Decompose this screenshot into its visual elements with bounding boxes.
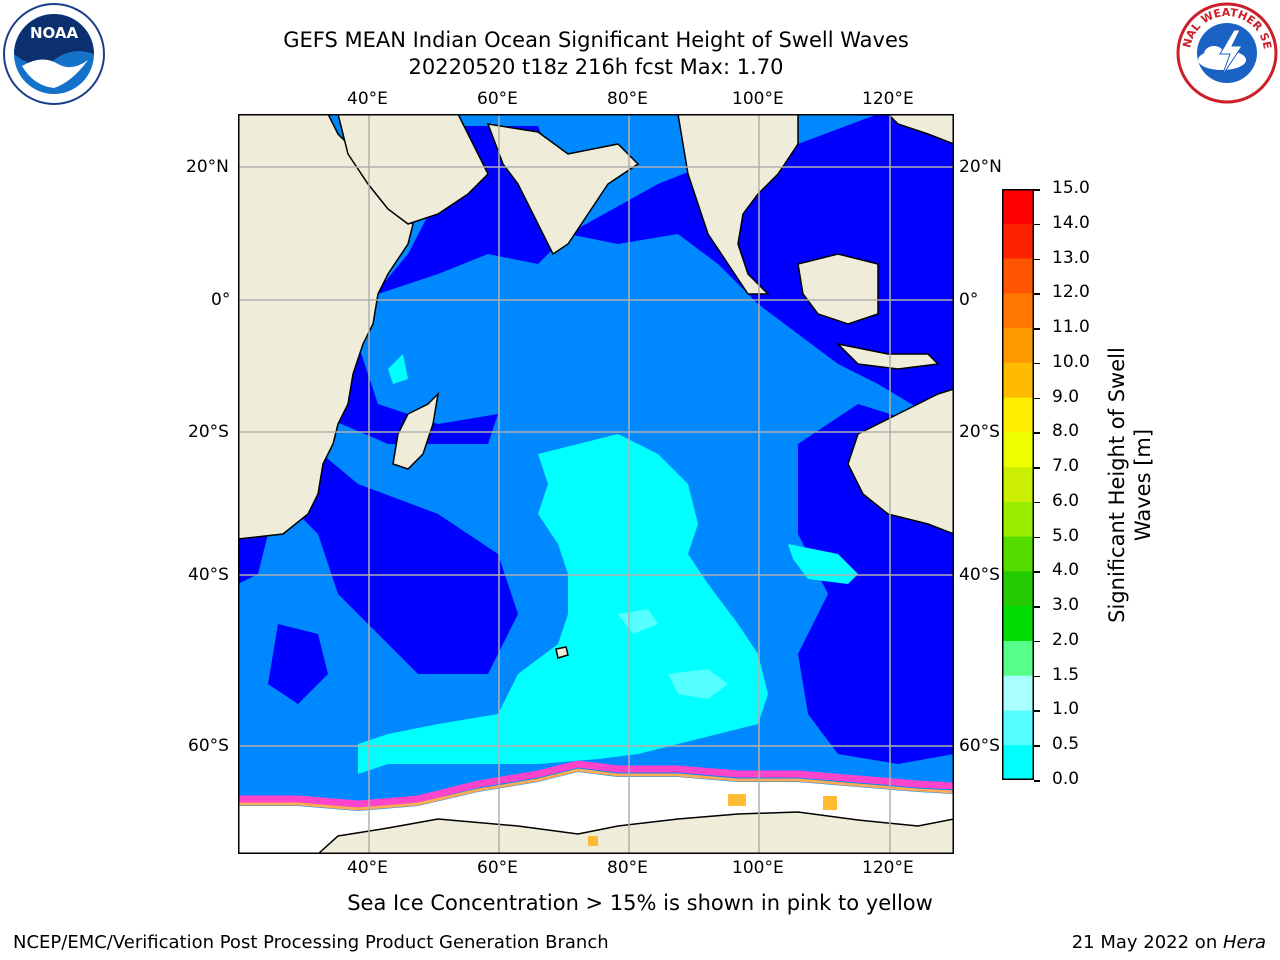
lat-label-right: 20°N — [959, 157, 1002, 177]
colorbar-tick-label: 14.0 — [1052, 212, 1090, 233]
lon-label-bottom: 120°E — [862, 858, 914, 878]
colorbar-segment — [1002, 189, 1034, 225]
colorbar-segment — [1002, 293, 1034, 329]
map-title-line2: 20220520 t18z 216h fcst Max: 1.70 — [408, 55, 784, 79]
colorbar-segment — [1002, 467, 1034, 503]
lon-label-top: 60°E — [477, 89, 518, 109]
ocean-map — [237, 113, 955, 855]
colorbar-tick-label: 5.0 — [1052, 525, 1080, 546]
colorbar-tick-mark — [1034, 432, 1040, 434]
footer-date-text: 21 May 2022 on — [1071, 932, 1223, 953]
colorbar-segment — [1002, 501, 1034, 538]
map-title-line1: GEFS MEAN Indian Ocean Significant Heigh… — [283, 28, 909, 52]
colorbar-segment — [1002, 640, 1034, 677]
colorbar-tick-mark — [1034, 675, 1040, 678]
colorbar-tick-label: 0.0 — [1052, 769, 1080, 789]
noaa-logo-text: NOAA — [30, 24, 79, 42]
swell-field-below-0.5 — [238, 114, 954, 764]
sea-ice-edge-inner — [238, 768, 955, 811]
colorbar-segment — [1002, 606, 1034, 642]
colorbar-tick-mark — [1034, 780, 1040, 782]
colorbar-tick-label: 2.0 — [1052, 629, 1080, 650]
lat-label-right: 60°S — [959, 736, 1000, 756]
colorbar-tick-mark — [1034, 189, 1040, 191]
colorbar-tick-mark — [1034, 397, 1040, 400]
swell-field-1.0-1.5 — [358, 354, 858, 774]
swell-field-1.5-2.0 — [618, 609, 728, 699]
nws-logo: NATIONAL WEATHER SERVICE — [1171, 0, 1278, 104]
lat-label-left: 20°S — [188, 422, 229, 442]
lon-label-bottom: 60°E — [477, 858, 518, 878]
lon-label-top: 100°E — [732, 89, 784, 109]
colorbar-frame — [1002, 189, 1034, 780]
lat-label-left: 0° — [211, 290, 231, 310]
sea-ice-caption: Sea Ice Concentration > 15% is shown in … — [347, 891, 933, 915]
lon-label-bottom: 40°E — [347, 858, 388, 878]
footer-date: 21 May 2022 on Hera — [1072, 932, 1266, 953]
colorbar-tick-mark — [1034, 571, 1040, 573]
noaa-logo: NOAA — [2, 2, 106, 106]
colorbar-tick-mark — [1034, 293, 1040, 295]
lat-label-left: 60°S — [188, 736, 229, 756]
colorbar-tick-mark — [1034, 606, 1040, 608]
antarctica — [316, 811, 955, 855]
colorbar-tick-label: 15.0 — [1052, 178, 1090, 198]
colorbar-tick-mark — [1034, 745, 1040, 747]
map-frame — [238, 114, 954, 854]
colorbar-segment — [1002, 223, 1034, 260]
colorbar-tick-label: 9.0 — [1052, 386, 1080, 407]
colorbar-segment — [1002, 397, 1034, 433]
colorbar-tick-label: 10.0 — [1052, 351, 1090, 372]
colorbar-segment — [1002, 745, 1034, 781]
colorbar-segment — [1002, 536, 1034, 572]
colorbar-tick-mark — [1034, 710, 1040, 712]
lon-label-bottom: 100°E — [732, 858, 784, 878]
colorbar-tick-label: 12.0 — [1052, 282, 1090, 303]
lat-label-left: 40°S — [188, 565, 229, 585]
colorbar — [1002, 189, 1034, 781]
lon-label-bottom: 80°E — [607, 858, 648, 878]
lat-label-left: 20°N — [186, 157, 229, 177]
lat-label-right: 0° — [959, 290, 979, 310]
sea-ice-patches — [588, 794, 837, 846]
colorbar-tick-mark — [1034, 640, 1040, 643]
graticule — [238, 114, 954, 854]
colorbar-segment — [1002, 432, 1034, 468]
colorbar-tick-label: 11.0 — [1052, 317, 1090, 338]
colorbar-tick-label: 0.5 — [1052, 734, 1080, 755]
colorbar-segment — [1002, 328, 1034, 364]
colorbar-label: Significant Height of Swell Waves [m] — [1105, 347, 1155, 623]
lon-label-top: 40°E — [347, 89, 388, 109]
lat-label-right: 40°S — [959, 565, 1000, 585]
colorbar-segment — [1002, 362, 1034, 399]
colorbar-tick-label: 8.0 — [1052, 421, 1080, 442]
colorbar-tick-label: 4.0 — [1052, 560, 1080, 581]
colorbar-tick-label: 3.0 — [1052, 595, 1080, 616]
colorbar-tick-mark — [1034, 467, 1040, 469]
lon-label-top: 120°E — [862, 89, 914, 109]
colorbar-tick-label: 13.0 — [1052, 247, 1090, 268]
colorbar-tick-mark — [1034, 328, 1040, 330]
colorbar-tick-label: 1.5 — [1052, 664, 1080, 685]
colorbar-segment — [1002, 675, 1034, 711]
colorbar-tick-mark — [1034, 501, 1040, 504]
footer-machine: Hera — [1222, 932, 1266, 953]
footer-credit: NCEP/EMC/Verification Post Processing Pr… — [13, 932, 609, 953]
sea-ice-edge — [238, 760, 955, 808]
colorbar-tick-mark — [1034, 258, 1040, 261]
lat-label-right: 20°S — [959, 422, 1000, 442]
colorbar-tick-label: 7.0 — [1052, 456, 1080, 477]
colorbar-segment — [1002, 710, 1034, 746]
colorbar-tick-mark — [1034, 223, 1040, 226]
colorbar-tick-label: 6.0 — [1052, 490, 1080, 511]
colorbar-segment — [1002, 258, 1034, 294]
colorbar-segment — [1002, 571, 1034, 607]
lon-label-top: 80°E — [607, 89, 648, 109]
colorbar-tick-mark — [1034, 536, 1040, 539]
colorbar-tick-mark — [1034, 362, 1040, 365]
colorbar-tick-label: 1.0 — [1052, 699, 1080, 720]
